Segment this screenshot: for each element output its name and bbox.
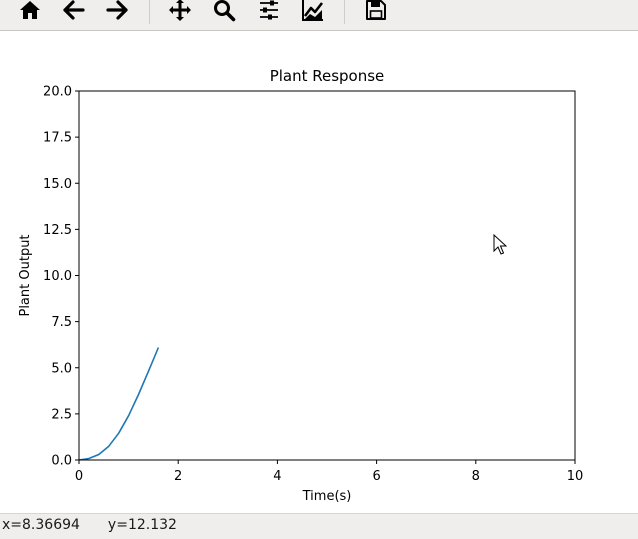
x-axis-label: Time(s) [302, 489, 352, 504]
forward-button[interactable] [101, 0, 133, 25]
back-button[interactable] [58, 0, 90, 25]
y-tick-label: 12.5 [43, 223, 72, 238]
plant-response-line [78, 347, 160, 461]
arrow-left-icon [63, 0, 85, 20]
subplots-button[interactable] [253, 0, 285, 25]
y-tick-label: 0.0 [51, 454, 72, 469]
y-tick-label: 20.0 [43, 85, 72, 100]
move-icon [169, 0, 191, 21]
axes-frame [78, 90, 576, 461]
home-icon [20, 1, 40, 19]
x-tick-label: 0 [75, 469, 83, 484]
sliders-icon [260, 0, 278, 20]
x-tick-label: 2 [174, 469, 182, 484]
figure-canvas[interactable]: 0.0 2.5 5.0 7.5 10.0 12.5 15.0 17.5 20.0 0 2 4 6 8 10… [0, 31, 638, 513]
x-tick-label: 8 [472, 469, 480, 484]
x-tick-label: 10 [567, 469, 584, 484]
y-axis-label: Plant Output [18, 234, 33, 316]
home-button[interactable] [14, 0, 46, 25]
save-button[interactable] [360, 0, 392, 25]
zoom-button[interactable] [208, 0, 240, 25]
magnifier-icon [214, 0, 236, 22]
y-tick-label: 2.5 [51, 407, 72, 422]
status-bar: x=8.36694 y=12.132 [0, 513, 638, 539]
navigation-toolbar [0, 0, 638, 31]
x-tick-label: 6 [372, 469, 380, 484]
chart-title: Plant Response [270, 67, 385, 85]
plot-chart[interactable]: 0.0 2.5 5.0 7.5 10.0 12.5 15.0 17.5 20.0 0 2 4 6 8 10… [0, 31, 638, 513]
toolbar-separator [149, 0, 150, 24]
y-tick-label: 7.5 [51, 315, 72, 330]
y-tick-label: 5.0 [51, 361, 72, 376]
y-tick-label: 10.0 [43, 269, 72, 284]
chart-edit-icon [302, 0, 324, 21]
edit-axes-button[interactable] [297, 0, 329, 25]
x-tick-label: 4 [273, 469, 281, 484]
cursor-coordinates: x=8.36694 y=12.132 [2, 517, 177, 533]
cursor-y-readout: y=12.132 [107, 517, 177, 533]
arrow-right-icon [106, 0, 128, 20]
y-tick-label: 15.0 [43, 177, 72, 192]
toolbar-separator [344, 0, 345, 24]
cursor-x-readout: x=8.36694 [2, 517, 80, 533]
y-tick-label: 17.5 [43, 131, 72, 146]
floppy-disk-icon [366, 0, 386, 20]
pan-button[interactable] [164, 0, 196, 25]
axes-background [79, 91, 575, 460]
